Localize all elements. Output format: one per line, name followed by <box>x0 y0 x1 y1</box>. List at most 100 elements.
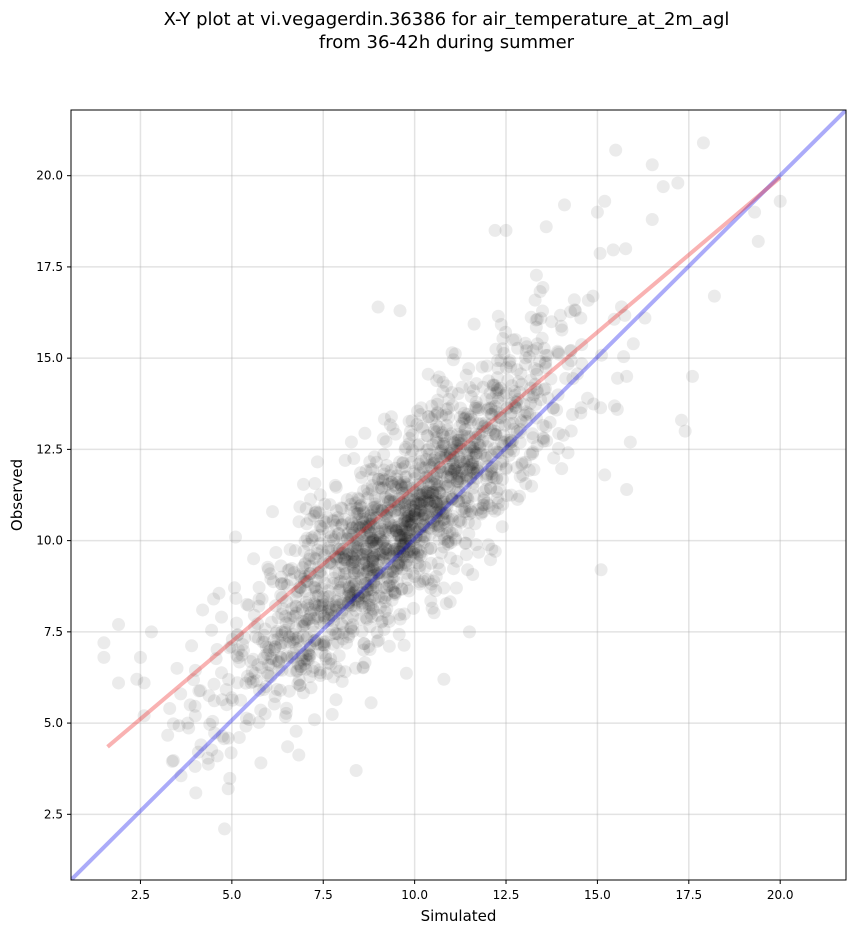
data-point <box>333 607 347 621</box>
data-point <box>402 584 416 598</box>
data-point <box>380 581 394 594</box>
data-point <box>342 547 356 561</box>
data-point <box>397 475 411 489</box>
data-point <box>340 548 353 562</box>
data-point <box>274 638 288 652</box>
data-point <box>609 143 623 157</box>
data-point <box>374 547 387 561</box>
data-point <box>406 500 420 514</box>
data-point <box>379 509 393 523</box>
data-point <box>357 556 371 570</box>
data-point <box>399 503 413 517</box>
data-point <box>467 384 480 398</box>
data-point <box>324 544 338 558</box>
data-point <box>271 611 285 625</box>
data-point <box>359 545 373 559</box>
data-point <box>337 546 351 560</box>
data-point <box>395 550 409 564</box>
data-point <box>424 541 438 555</box>
data-point <box>475 501 489 515</box>
data-point <box>413 487 427 501</box>
data-point <box>386 422 400 436</box>
data-point <box>427 453 441 467</box>
data-point <box>346 555 359 569</box>
data-point <box>356 534 370 548</box>
data-point <box>385 593 399 607</box>
data-point <box>618 308 632 322</box>
data-point <box>324 657 338 671</box>
x-tick-label: 17.5 <box>675 888 702 902</box>
data-point <box>494 457 508 471</box>
data-point <box>458 536 472 550</box>
data-point <box>348 593 362 607</box>
data-point <box>441 535 455 549</box>
data-point <box>316 594 330 608</box>
data-point <box>452 475 466 489</box>
data-point <box>333 583 347 597</box>
data-point <box>474 507 488 521</box>
data-point <box>256 635 270 649</box>
data-point <box>403 550 417 564</box>
data-point <box>476 420 490 434</box>
data-point <box>442 392 456 406</box>
data-point <box>341 544 355 558</box>
data-point <box>375 537 389 551</box>
data-point <box>359 611 373 625</box>
data-point <box>407 547 421 561</box>
data-point <box>336 619 350 633</box>
data-point <box>370 548 384 562</box>
data-point <box>329 661 343 674</box>
data-point <box>346 624 360 638</box>
data-point <box>398 514 412 528</box>
data-point <box>364 503 378 517</box>
data-point <box>511 393 525 406</box>
data-point <box>401 547 415 561</box>
data-point <box>466 413 479 427</box>
data-point <box>307 625 321 639</box>
data-point <box>263 644 277 658</box>
data-point <box>362 562 376 576</box>
data-point <box>366 551 380 565</box>
data-point <box>300 531 314 545</box>
data-point <box>384 564 398 578</box>
data-point <box>469 427 482 441</box>
data-point <box>322 556 336 570</box>
data-point <box>266 505 279 519</box>
data-point <box>424 556 438 570</box>
data-point <box>275 591 289 604</box>
data-point <box>352 513 366 526</box>
data-point <box>480 359 494 373</box>
data-point <box>414 545 428 559</box>
data-point <box>488 378 502 392</box>
data-point <box>432 479 446 493</box>
data-point <box>366 462 379 476</box>
data-point <box>292 673 306 687</box>
data-point <box>505 396 519 410</box>
data-point <box>229 530 243 544</box>
data-point <box>225 640 239 654</box>
data-point <box>416 482 430 496</box>
data-point <box>240 597 254 611</box>
data-point <box>350 536 364 550</box>
data-point <box>513 489 526 503</box>
data-point <box>318 649 332 663</box>
data-point <box>443 449 457 463</box>
data-point <box>387 478 401 492</box>
data-point <box>342 587 356 601</box>
data-point <box>417 518 431 532</box>
data-point <box>264 651 278 665</box>
data-point <box>362 640 375 654</box>
data-point <box>264 658 277 672</box>
data-point <box>429 495 443 509</box>
data-point <box>240 711 253 725</box>
data-point <box>561 357 575 371</box>
data-point <box>375 522 389 536</box>
data-point <box>555 462 569 476</box>
data-point <box>364 535 378 549</box>
data-point <box>429 418 443 432</box>
data-point <box>389 523 403 537</box>
data-point <box>490 428 503 442</box>
regression-line <box>106 175 782 749</box>
data-point <box>480 403 494 417</box>
data-point <box>364 607 378 621</box>
